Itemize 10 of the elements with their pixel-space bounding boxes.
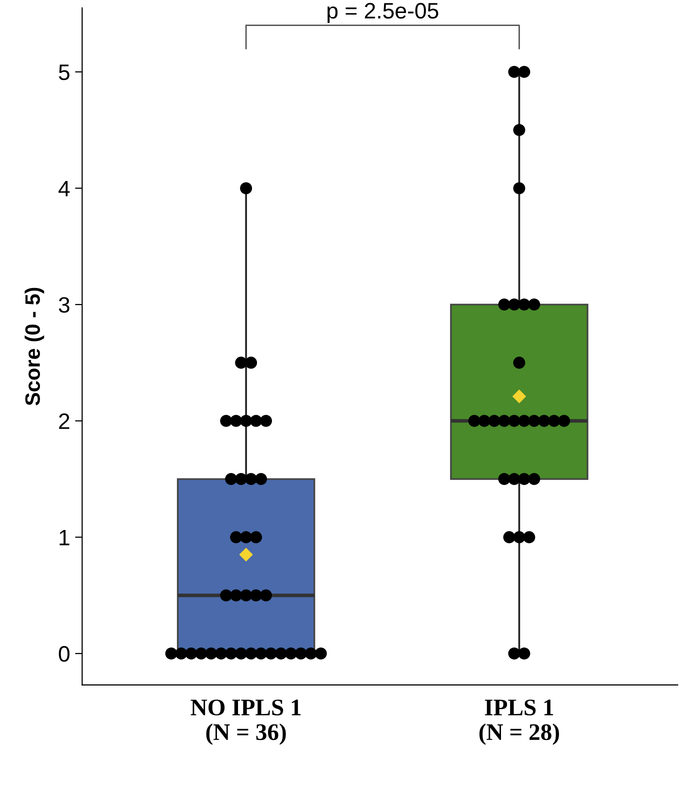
y-tick-label: 5 (58, 64, 70, 80)
x-tick-label: NO IPLS 1 (N = 36) (190, 700, 301, 745)
y-tick-label: 1 (60, 530, 70, 546)
y-axis-title: Score (0 - 5) (24, 288, 44, 406)
y-tick-label: 3 (58, 297, 70, 313)
y-tick-label: 0 (58, 646, 70, 662)
annotation: p = 2.5e-05 (328, 2, 438, 24)
x-tick-label: IPLS 1 (N = 28) (479, 700, 559, 745)
y-tick-label: 4 (58, 180, 70, 196)
y-tick-label: 2 (59, 413, 70, 429)
